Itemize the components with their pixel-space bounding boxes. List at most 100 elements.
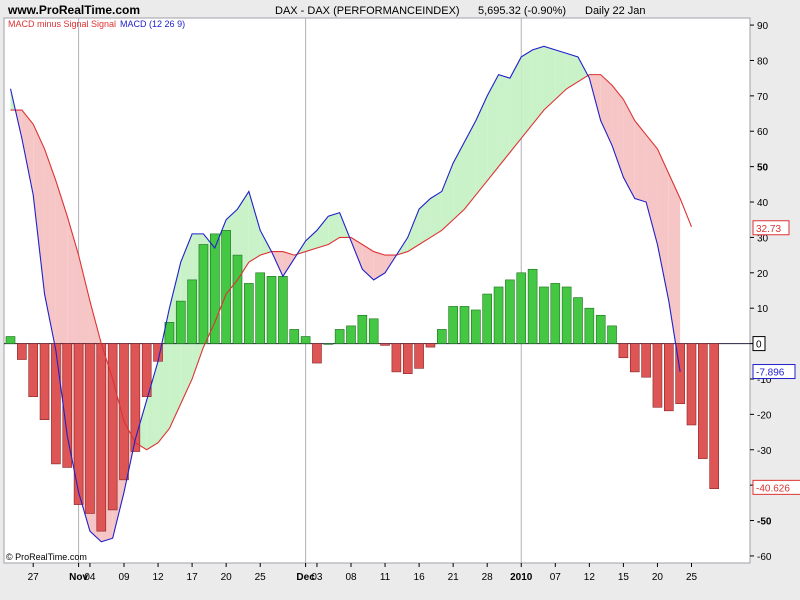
last-value-label: -7.896 bbox=[756, 368, 785, 379]
histogram-bar bbox=[698, 343, 708, 459]
macd-signal-fill bbox=[373, 251, 386, 280]
macd-signal-fill bbox=[555, 49, 567, 100]
x-tick-label: 07 bbox=[550, 572, 562, 583]
histogram-bar bbox=[266, 276, 277, 344]
x-tick-label: 11 bbox=[380, 572, 391, 583]
y-tick-label: 10 bbox=[757, 304, 769, 315]
legend-macd: MACD (12 26 9) bbox=[120, 19, 185, 29]
histogram-bar bbox=[448, 306, 458, 344]
histogram-bar bbox=[85, 343, 95, 514]
x-tick-label: 09 bbox=[118, 572, 130, 583]
last-value-label: 32.73 bbox=[756, 224, 781, 235]
y-tick-label: 30 bbox=[757, 233, 769, 244]
histogram-bar bbox=[221, 230, 231, 344]
histogram-bar bbox=[323, 343, 334, 345]
macd-signal-fill bbox=[612, 85, 624, 178]
copyright-text: © ProRealTime.com bbox=[6, 552, 87, 562]
histogram-bar bbox=[198, 244, 209, 344]
histogram-bar bbox=[425, 343, 436, 348]
histogram-bar bbox=[73, 343, 84, 505]
macd-signal-fill bbox=[248, 191, 261, 263]
histogram-bar bbox=[380, 343, 390, 346]
histogram-bar bbox=[471, 309, 481, 344]
y-tick-label: 20 bbox=[757, 269, 769, 280]
last-value-box bbox=[752, 364, 796, 380]
plot-area: 9080706050403020100-10-20-30-40-50-6027N… bbox=[3, 17, 800, 583]
histogram-bar bbox=[107, 343, 118, 511]
macd-signal-fill bbox=[44, 148, 56, 351]
y-tick-label: 50 bbox=[757, 163, 769, 174]
macd-signal-fill bbox=[543, 46, 556, 111]
histogram-bar bbox=[607, 325, 617, 344]
histogram-bar bbox=[436, 329, 447, 344]
y-tick-label: -10 bbox=[757, 375, 772, 386]
macd-signal-fill bbox=[657, 148, 669, 302]
macd-signal-fill bbox=[407, 209, 420, 252]
x-tick-label: Dec bbox=[296, 572, 315, 583]
macd-signal-fill bbox=[600, 74, 613, 146]
histogram-bar bbox=[402, 343, 413, 374]
macd-signal-fill bbox=[328, 212, 340, 245]
histogram-bar bbox=[312, 343, 322, 364]
histogram-bar bbox=[278, 276, 288, 344]
macd-signal-fill bbox=[146, 361, 159, 450]
x-tick-label: 2010 bbox=[510, 572, 533, 583]
x-tick-label: 27 bbox=[28, 572, 40, 583]
macd-signal-fill bbox=[362, 244, 374, 280]
histogram-bar bbox=[414, 343, 424, 369]
macd-signal-fill bbox=[33, 124, 45, 295]
x-tick-label: Nov bbox=[69, 572, 88, 583]
y-tick-label: 90 bbox=[757, 21, 769, 32]
histogram-bar bbox=[675, 343, 685, 405]
site-watermark: www.ProRealTime.com bbox=[7, 3, 140, 17]
histogram-bar bbox=[300, 336, 311, 344]
y-tick-label: -50 bbox=[757, 517, 772, 528]
histogram-bar bbox=[652, 343, 663, 408]
histogram-bar bbox=[255, 272, 265, 344]
histogram-bar bbox=[539, 286, 549, 344]
x-tick-label: 21 bbox=[448, 572, 460, 583]
histogram-bar bbox=[5, 336, 16, 344]
histogram-bar bbox=[175, 300, 186, 344]
period-label: Daily 22 Jan bbox=[585, 5, 646, 17]
macd-signal-fill bbox=[532, 46, 544, 125]
histogram-bar bbox=[187, 279, 197, 344]
histogram-bar bbox=[391, 343, 402, 373]
x-tick-label: 04 bbox=[84, 572, 96, 583]
histogram-bar bbox=[164, 322, 175, 344]
y-tick-label: -30 bbox=[757, 446, 772, 457]
x-tick-label: 25 bbox=[255, 572, 267, 583]
last-value-box bbox=[752, 220, 790, 236]
histogram-bar bbox=[641, 343, 651, 378]
histogram-bar bbox=[663, 343, 674, 412]
x-tick-label: 08 bbox=[345, 572, 357, 583]
macd-signal-fill bbox=[521, 49, 533, 139]
histogram-bar bbox=[39, 343, 50, 420]
macd-signal-fill bbox=[498, 74, 510, 167]
price-change: 5,695.32 (-0.90%) bbox=[478, 5, 566, 17]
x-tick-label: 17 bbox=[187, 572, 199, 583]
histogram-bar bbox=[505, 279, 515, 344]
macd-signal-fill bbox=[509, 56, 522, 153]
macd-signal-fill bbox=[430, 191, 442, 238]
macd-signal-fill bbox=[475, 95, 488, 195]
macd-signal-fill bbox=[668, 173, 681, 372]
macd-signal-fill bbox=[441, 163, 454, 231]
histogram-bar bbox=[96, 343, 107, 532]
histogram-bar bbox=[482, 293, 493, 344]
histogram-bar bbox=[527, 268, 538, 344]
histogram-bar bbox=[368, 318, 379, 344]
x-tick-label: 12 bbox=[152, 572, 164, 583]
macd-signal-fill bbox=[180, 233, 193, 404]
macd-signal-fill bbox=[282, 251, 295, 277]
histogram-bar bbox=[289, 329, 300, 344]
histogram-bar bbox=[119, 343, 129, 481]
macd-signal-fill bbox=[623, 99, 635, 199]
histogram-bar bbox=[459, 306, 470, 344]
histogram-bar bbox=[573, 297, 583, 344]
last-value-label: -40.626 bbox=[756, 483, 790, 494]
y-tick-label: -60 bbox=[757, 552, 772, 563]
macd-signal-fill bbox=[464, 120, 476, 210]
x-tick-label: 20 bbox=[652, 572, 664, 583]
